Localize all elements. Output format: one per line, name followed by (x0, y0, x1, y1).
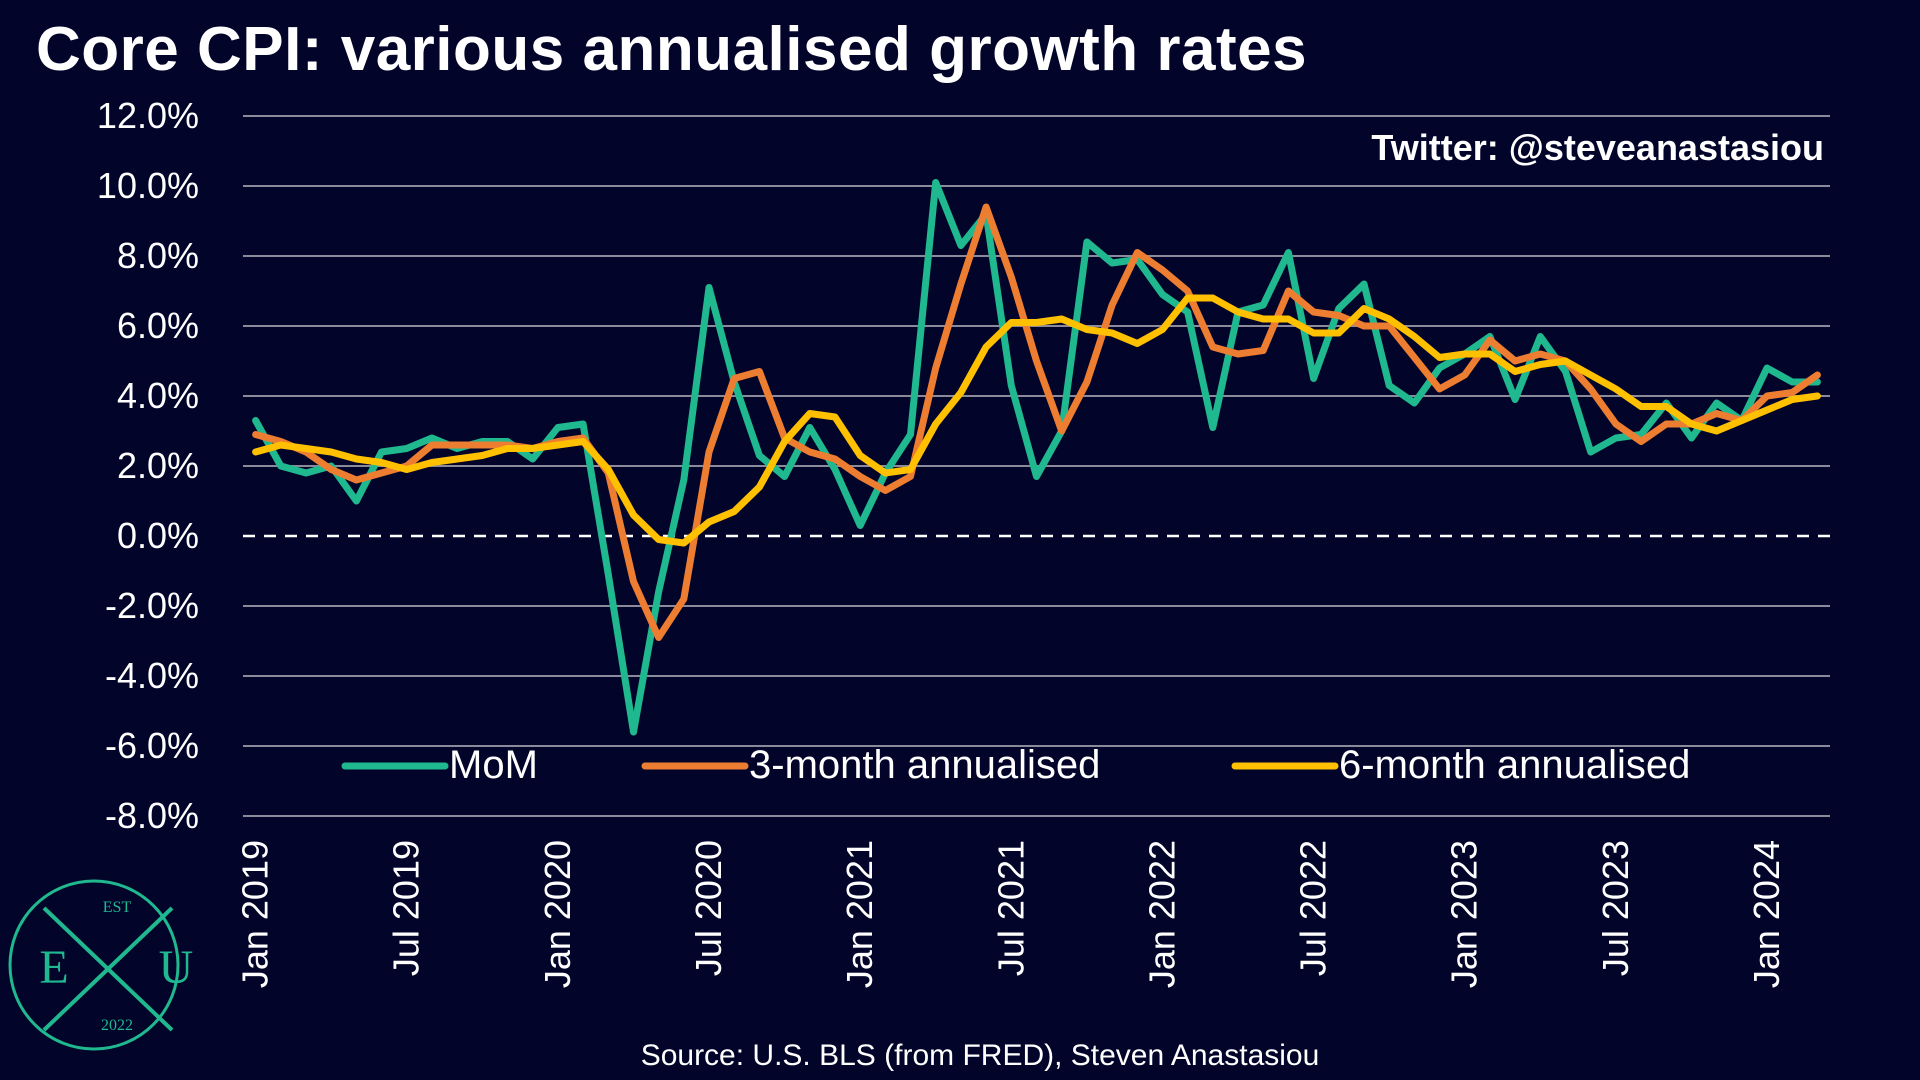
y-tick-label: 8.0% (117, 235, 199, 276)
y-tick-label: 6.0% (117, 305, 199, 346)
series-line-mom (252, 179, 1821, 736)
logo-e-letter: E (39, 941, 68, 994)
x-tick-label: Jul 2023 (1595, 840, 1636, 976)
twitter-credit: Twitter: @steveanastasiou (1371, 127, 1824, 168)
x-tick-label: Jul 2020 (688, 840, 729, 976)
x-tick-label: Jul 2022 (1293, 840, 1334, 976)
y-tick-label: -2.0% (105, 585, 199, 626)
x-tick-label: Jan 2023 (1444, 840, 1485, 988)
x-tick-label: Jan 2024 (1746, 840, 1787, 988)
x-tick-label: Jul 2019 (386, 840, 427, 976)
chart-title: Core CPI: various annualised growth rate… (36, 15, 1308, 84)
logo-est-text: EST (103, 899, 132, 916)
y-tick-label: -4.0% (105, 655, 199, 696)
source-note: Source: U.S. BLS (from FRED), Steven Ana… (641, 1039, 1320, 1072)
legend: MoM 3-month annualised 6-month annualised (341, 743, 1690, 787)
logo-cross-stroke-b (42, 906, 174, 1032)
legend-label: 3-month annualised (749, 743, 1100, 787)
y-axis-tick-labels: 12.0% 10.0% 8.0% 6.0% 4.0% 2.0% 0.0% -2.0% -4.0%… (97, 95, 199, 836)
exu-logo-icon: EST E U 2022 (8, 879, 194, 1051)
logo-year-text: 2022 (101, 1017, 133, 1034)
x-tick-label: Jan 2019 (235, 840, 276, 988)
y-tick-label: 2.0% (117, 445, 199, 486)
logo-ring (8, 879, 180, 1051)
legend-label: MoM (449, 743, 538, 787)
series-line-6-month (252, 294, 1821, 547)
x-tick-label: Jan 2020 (537, 840, 578, 988)
y-tick-label: 10.0% (97, 165, 199, 206)
legend-label: 6-month annualised (1339, 743, 1690, 787)
y-tick-label: -8.0% (105, 795, 199, 836)
y-tick-label: 12.0% (97, 95, 199, 136)
x-tick-label: Jan 2021 (839, 840, 880, 988)
y-tick-label: 0.0% (117, 515, 199, 556)
series-lines (252, 179, 1821, 736)
y-tick-label: -6.0% (105, 725, 199, 766)
logo-u-letter: U (159, 941, 194, 994)
x-tick-label: Jul 2021 (990, 840, 1031, 976)
y-tick-label: 4.0% (117, 375, 199, 416)
x-axis-tick-labels: Jan 2019 Jul 2019 Jan 2020 Jul 2020 Jan 2021… (235, 840, 1787, 988)
x-tick-label: Jan 2022 (1141, 840, 1182, 988)
